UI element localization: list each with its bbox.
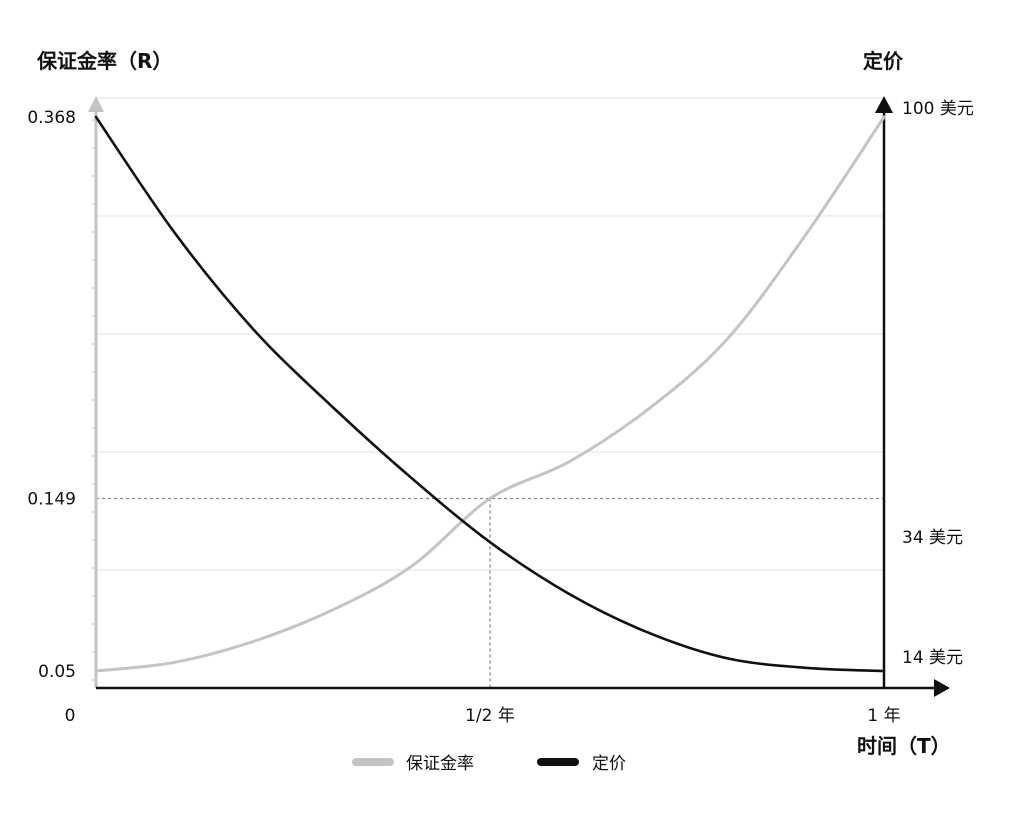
y-left-tick-label: 0.149 [27,490,76,510]
legend-label-margin-rate: 保证金率 [406,754,474,774]
y-right-tick-label: 14 美元 [902,648,963,668]
y-left-tick-label: 0.05 [38,662,76,682]
legend-label-price: 定价 [592,754,626,774]
highlight-guides [96,497,884,688]
series-lines [94,115,886,673]
y-right-tick-label: 100 美元 [902,99,974,119]
y-right-axis-title: 定价 [863,49,904,73]
series-line-price [94,115,886,673]
legend-swatch-margin-rate [352,758,394,766]
x-tick-label: 1 年 [867,706,900,726]
y-right-axis-arrow [875,96,893,113]
legend: 保证金率 定价 [352,754,626,774]
x-tick-label: 1/2 年 [465,706,515,726]
x-axis-arrow [934,679,950,697]
y-left-axis-title: 保证金率（R） [36,49,172,73]
y-right-tick-label: 34 美元 [902,528,963,548]
legend-swatch-price [537,758,579,766]
series-line-margin-rate [94,115,886,673]
y-left-tick-label: 0.368 [27,108,76,128]
x-axis-title: 时间（T） [857,734,951,758]
axes [88,96,950,697]
grid [96,97,884,571]
x-tick-label: 0 [65,706,76,726]
tick-labels: 0.05 0.149 0.368 14 美元 34 美元 100 美元 0 1/2 年 1 年 [27,99,974,726]
y-left-axis-arrow [88,96,104,112]
